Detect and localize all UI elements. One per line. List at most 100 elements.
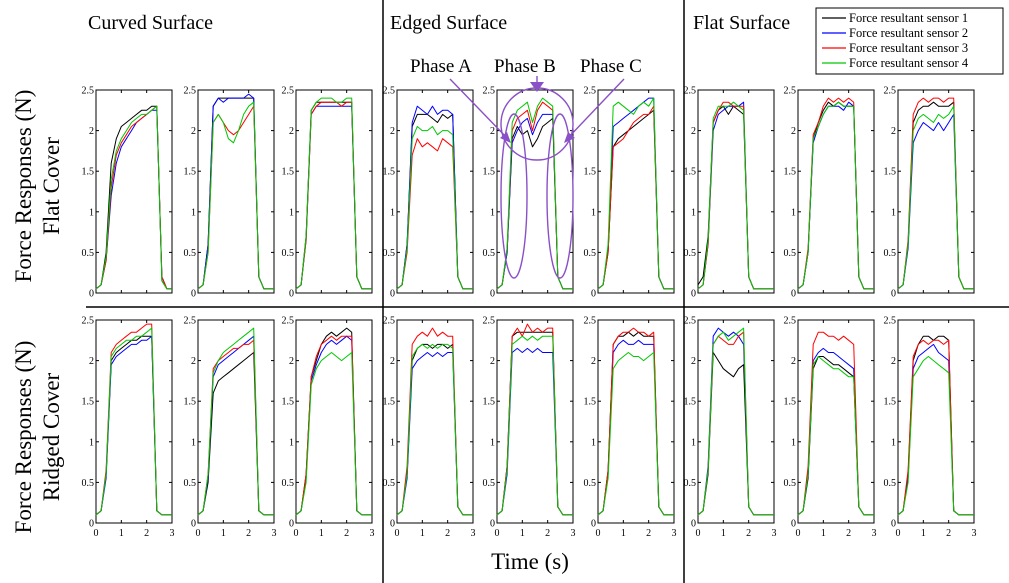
y-tick-label: 1 <box>591 437 596 448</box>
x-tick-label: 2 <box>646 528 651 539</box>
y-tick-label: 1.5 <box>82 167 95 178</box>
phase-label-b: Phase B <box>494 56 556 77</box>
column-header-flat: Flat Surface <box>693 12 790 34</box>
x-tick-label: 2 <box>246 528 251 539</box>
phase-c-arrow <box>565 78 625 141</box>
panel-7: 0 0.5 1 1.5 2 2.5 <box>684 86 775 300</box>
y-tick-label: 1 <box>89 207 94 218</box>
legend-label-2: Force resultant sensor 2 <box>849 26 968 40</box>
x-axis-label: Time (s) <box>491 549 569 574</box>
panel-15: 0 0.5 1 1.5 2 2.5 0 1 2 3 <box>584 316 677 540</box>
legend-label-4: Force resultant sensor 4 <box>849 56 969 70</box>
series-sensor-4 <box>396 126 473 290</box>
y-tick-label: 0.5 <box>82 248 95 259</box>
y-tick-label: 1 <box>691 437 696 448</box>
x-tick-label: 1 <box>821 528 826 539</box>
x-tick-label: 1 <box>921 528 926 539</box>
y-tick-label: 1 <box>490 437 495 448</box>
series-sensor-4 <box>496 97 573 290</box>
x-tick-label: 1 <box>119 528 124 539</box>
y-tick-label: 1.5 <box>584 167 597 178</box>
y-tick-label: 2 <box>390 126 395 137</box>
legend-label-3: Force resultant sensor 3 <box>849 41 968 55</box>
column-header-curved: Curved Surface <box>88 12 213 34</box>
y-tick-label: 1.5 <box>884 167 897 178</box>
y-tick-label: 0 <box>191 289 196 300</box>
y-tick-label: 0.5 <box>784 248 797 259</box>
panel-frame <box>95 319 173 524</box>
phase-label-c: Phase C <box>580 56 642 77</box>
y-tick-label: 2.5 <box>383 316 396 327</box>
y-tick-label: 2 <box>490 126 495 137</box>
x-tick-label: 0 <box>94 528 99 539</box>
y-tick-label: 1.5 <box>383 397 396 408</box>
panel-12: 0 0.5 1 1.5 2 2.5 0 1 2 3 <box>282 316 375 540</box>
x-tick-label: 2 <box>144 528 149 539</box>
y-tick-label: 0.5 <box>884 248 897 259</box>
panel-frame <box>597 319 675 524</box>
y-tick-label: 0 <box>289 519 294 530</box>
panel-18: 0 0.5 1 1.5 2 2.5 0 1 2 3 <box>884 316 977 540</box>
x-tick-label: 2 <box>344 528 349 539</box>
row-label-flat-line1: Force Responses (N) <box>11 90 36 283</box>
y-tick-label: 1 <box>89 437 94 448</box>
y-tick-label: 0 <box>390 289 395 300</box>
x-tick-label: 0 <box>596 528 601 539</box>
panel-grid: 0 0.5 1 1.5 2 2.5 0 0.5 1 1.5 2 2.5 0 0.5 1 1.5 2 2.5 0 0.5… <box>82 86 977 540</box>
y-tick-label: 2 <box>390 356 395 367</box>
y-tick-label: 0.5 <box>282 248 295 259</box>
y-tick-label: 0.5 <box>584 478 597 489</box>
phase-a-arrow <box>449 78 510 141</box>
y-tick-label: 2.5 <box>82 86 95 97</box>
y-tick-label: 1.5 <box>383 167 396 178</box>
panel-8: 0 0.5 1 1.5 2 2.5 <box>784 86 875 300</box>
phase-a-ellipse <box>500 113 528 279</box>
phase-label-a: Phase A <box>410 56 472 77</box>
x-tick-label: 3 <box>872 528 877 539</box>
y-tick-label: 2 <box>691 126 696 137</box>
y-tick-label: 1.5 <box>784 167 797 178</box>
x-tick-label: 2 <box>445 528 450 539</box>
series-sensor-4 <box>295 352 372 516</box>
y-tick-label: 2 <box>490 356 495 367</box>
series-sensor-4 <box>797 356 874 516</box>
y-tick-label: 1.5 <box>82 397 95 408</box>
series-sensor-4 <box>897 356 974 516</box>
y-tick-label: 2.5 <box>184 86 197 97</box>
series-sensor-4 <box>396 343 473 516</box>
x-tick-label: 3 <box>672 528 677 539</box>
series-sensor-4 <box>797 101 874 290</box>
x-tick-label: 2 <box>946 528 951 539</box>
y-tick-label: 0 <box>591 519 596 530</box>
row-label-ridged-line1: Force Responses (N) <box>11 341 36 534</box>
y-tick-label: 0.5 <box>884 478 897 489</box>
series-sensor-4 <box>197 327 274 516</box>
series-sensor-4 <box>295 97 372 290</box>
panel-frame <box>897 319 975 524</box>
y-tick-label: 1.5 <box>483 167 496 178</box>
row-label-flat-cover: Force Responses (N) Flat Cover <box>11 90 64 283</box>
series-sensor-4 <box>697 101 774 290</box>
y-tick-label: 0.5 <box>584 248 597 259</box>
panel-frame <box>396 319 474 524</box>
panel-frame <box>295 89 373 294</box>
x-tick-label: 3 <box>471 528 476 539</box>
y-tick-label: 0.5 <box>483 248 496 259</box>
x-tick-label: 0 <box>495 528 500 539</box>
y-tick-label: 2.5 <box>684 86 697 97</box>
x-tick-label: 2 <box>545 528 550 539</box>
x-tick-label: 1 <box>621 528 626 539</box>
y-tick-label: 2.5 <box>483 316 496 327</box>
legend: Force resultant sensor 1 Force resultant… <box>815 7 1004 75</box>
panel-3: 0 0.5 1 1.5 2 2.5 <box>282 86 373 300</box>
panel-14: 0 0.5 1 1.5 2 2.5 0 1 2 3 <box>483 316 576 540</box>
y-tick-label: 0.5 <box>483 478 496 489</box>
y-tick-label: 1 <box>390 437 395 448</box>
y-tick-label: 2.5 <box>82 316 95 327</box>
x-tick-label: 0 <box>196 528 201 539</box>
x-tick-label: 3 <box>170 528 175 539</box>
series-sensor-4 <box>597 97 674 290</box>
panel-5: 0 0.5 1 1.5 2 2.5 <box>483 86 574 300</box>
panel-frame <box>897 89 975 294</box>
